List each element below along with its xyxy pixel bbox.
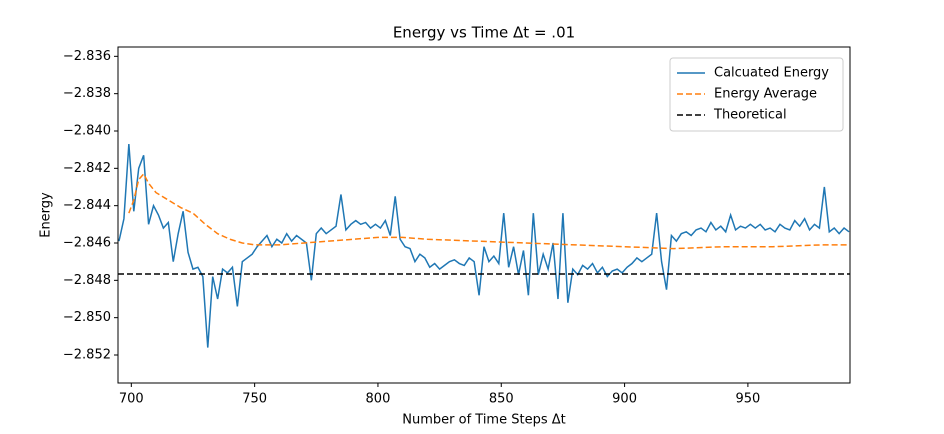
legend-box	[669, 57, 844, 132]
x-tick-label: 850	[489, 392, 514, 407]
legend-label: Calcuated Energy	[714, 66, 829, 81]
legend-label: Energy Average	[714, 87, 817, 102]
legend-label: Theoretical	[713, 108, 787, 123]
y-tick-label: −2.836	[63, 49, 111, 64]
y-tick-label: −2.840	[63, 124, 111, 139]
x-tick-label: 750	[242, 392, 267, 407]
y-axis-label: Energy	[39, 192, 54, 238]
plot-frame	[117, 46, 851, 384]
plot-lines	[118, 144, 850, 348]
series-line	[128, 172, 850, 250]
x-tick-label: 700	[119, 392, 144, 407]
y-tick-label: −2.852	[63, 348, 111, 363]
x-tick-label: 950	[735, 392, 760, 407]
chart-title: Energy vs Time Δt = .01	[393, 24, 575, 42]
series-line	[118, 144, 850, 348]
x-tick-label: 800	[366, 392, 391, 407]
y-tick-label: −2.844	[63, 198, 111, 213]
y-tick-label: −2.846	[63, 236, 111, 251]
legend: Calcuated Energy Energy Average Theoretica…	[669, 57, 844, 132]
y-tick-label: −2.842	[63, 161, 111, 176]
y-tick-label: −2.848	[63, 273, 111, 288]
x-tick-label: 900	[612, 392, 637, 407]
x-axis-label: Number of Time Steps Δt	[402, 413, 565, 428]
y-tick-label: −2.850	[63, 310, 111, 325]
y-tick-label: −2.838	[63, 86, 111, 101]
